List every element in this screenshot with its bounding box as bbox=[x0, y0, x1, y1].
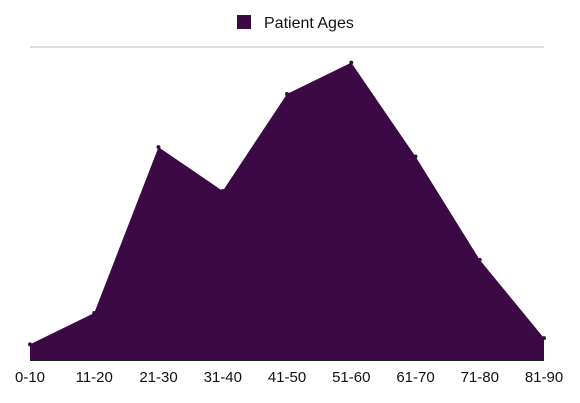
data-point-11-20 bbox=[92, 311, 97, 316]
data-point-41-50 bbox=[285, 91, 289, 96]
x-tick-label: 41-50 bbox=[268, 369, 306, 386]
area-series-patient-ages bbox=[30, 62, 544, 361]
x-tick-label: 0-10 bbox=[15, 369, 45, 386]
data-point-51-60 bbox=[349, 60, 354, 65]
x-tick-label: 31-40 bbox=[204, 369, 242, 386]
data-point-0-10 bbox=[28, 342, 32, 347]
data-point-71-80 bbox=[477, 257, 482, 262]
x-axis-ticks: 0-10 11-20 21-30 31-40 41-50 51-60 61-70 71-80 8… bbox=[15, 369, 563, 386]
x-tick-label: 71-80 bbox=[461, 369, 499, 386]
legend-label: Patient Ages bbox=[264, 15, 354, 32]
x-tick-label: 61-70 bbox=[396, 369, 434, 386]
legend: Patient Ages bbox=[237, 15, 354, 32]
data-point-31-40 bbox=[220, 188, 225, 193]
area-layer bbox=[28, 60, 546, 361]
data-point-21-30 bbox=[156, 145, 161, 150]
x-tick-label: 51-60 bbox=[332, 369, 370, 386]
legend-swatch bbox=[237, 15, 251, 29]
data-point-61-70 bbox=[413, 154, 418, 159]
x-tick-label: 11-20 bbox=[76, 369, 113, 386]
x-tick-label: 81-90 bbox=[525, 369, 563, 386]
data-point-81-90 bbox=[542, 336, 546, 341]
x-tick-label: 21-30 bbox=[139, 369, 177, 386]
